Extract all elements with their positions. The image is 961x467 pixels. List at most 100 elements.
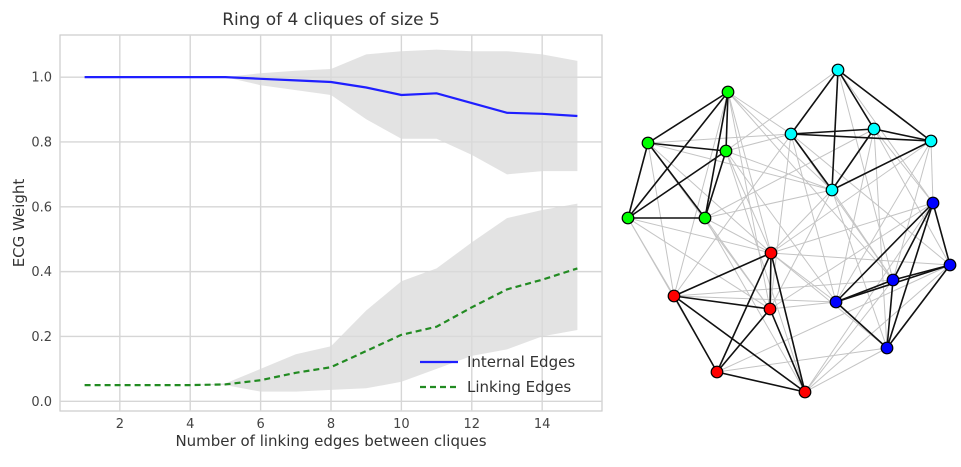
intra-edge — [647, 142, 727, 152]
inter-edge — [769, 189, 833, 310]
inter-edge — [725, 69, 839, 152]
intra-edge — [831, 128, 875, 191]
inter-edge — [725, 133, 792, 152]
intra-edge — [932, 202, 951, 266]
inter-edge — [835, 140, 932, 303]
chart-title: Ring of 4 cliques of size 5 — [222, 10, 440, 30]
series-lines — [84, 75, 578, 387]
x-tick-label: 14 — [534, 417, 551, 432]
graph-node — [867, 122, 881, 136]
y-tick-label: 0.2 — [31, 330, 52, 345]
x-tick-label: 2 — [116, 417, 124, 432]
inter-edge — [770, 252, 888, 349]
intra-edge — [835, 301, 888, 349]
inter-edge — [647, 142, 772, 254]
inter-edge — [770, 252, 837, 303]
intra-edge — [627, 91, 729, 219]
inter-edge — [770, 252, 951, 266]
inter-edge — [704, 128, 875, 219]
inter-edge — [873, 128, 951, 266]
inter-edge — [727, 91, 772, 254]
y-tick-label: 0.0 — [31, 395, 52, 410]
graph-node — [943, 258, 957, 272]
intra-edge — [790, 133, 833, 191]
graph-node — [719, 144, 733, 158]
graph-node — [831, 63, 845, 77]
series-line-linking — [84, 267, 578, 387]
intra-edge — [716, 252, 772, 373]
intra-edge — [673, 295, 771, 310]
graph-node — [926, 196, 940, 210]
graph-node — [825, 183, 839, 197]
graph-node — [667, 289, 681, 303]
confidence-bands — [84, 49, 578, 392]
x-tick-label: 6 — [256, 417, 264, 432]
intra-edge — [835, 202, 934, 303]
confidence-band-linking — [84, 203, 578, 392]
inter-edge — [837, 69, 894, 281]
inter-edge — [704, 217, 806, 393]
graph-node — [698, 211, 712, 225]
graph-node — [886, 273, 900, 287]
inter-edge — [769, 301, 837, 310]
legend-label-linking: Linking Edges — [467, 378, 571, 396]
graph-node — [764, 246, 778, 260]
inter-edge — [769, 202, 934, 310]
legend: Internal Edges Linking Edges — [420, 353, 575, 396]
inter-edge — [704, 189, 833, 219]
intra-edge — [873, 128, 932, 142]
inter-edge — [804, 279, 894, 393]
intra-edge — [716, 371, 806, 393]
inter-edge — [770, 202, 934, 254]
inter-edge — [716, 347, 888, 373]
intra-edge — [673, 295, 718, 373]
confidence-band-internal — [84, 49, 578, 175]
graph-node — [721, 85, 735, 99]
inter-edge — [873, 128, 888, 349]
graph-node — [621, 211, 635, 225]
inter-edge — [673, 279, 894, 297]
inter-edge — [727, 91, 771, 310]
intra-edge — [770, 252, 806, 393]
inter-edge — [930, 140, 934, 204]
intra-edge — [725, 91, 729, 152]
intra-edge — [627, 142, 649, 219]
inter-edge — [770, 140, 932, 254]
series-line-internal — [84, 75, 578, 118]
x-tick-label: 4 — [186, 417, 194, 432]
inter-edge — [804, 264, 951, 393]
y-tick-label: 0.8 — [31, 135, 52, 150]
intra-edge — [790, 128, 875, 135]
y-tick-label: 1.0 — [31, 71, 52, 86]
y-tick-label: 0.4 — [31, 265, 52, 280]
intra-edge — [831, 69, 839, 191]
inter-edge — [627, 217, 772, 254]
graph-node — [641, 136, 655, 150]
x-tick-label: 10 — [393, 417, 410, 432]
graph-node — [710, 365, 724, 379]
inter-edge — [704, 217, 772, 254]
intra-edge — [892, 202, 934, 281]
intra-edge — [769, 252, 772, 310]
inter-edge — [804, 202, 934, 393]
inter-edge — [627, 217, 771, 310]
inter-edge — [770, 189, 833, 254]
x-axis-label: Number of linking edges between cliques — [175, 432, 486, 450]
intra-edge — [716, 308, 771, 373]
inter-edge — [727, 91, 792, 135]
graph-node — [798, 385, 812, 399]
intra-edge — [886, 264, 951, 349]
inter-edge — [790, 133, 837, 303]
graph-nodes — [621, 63, 957, 399]
inter-edge — [835, 128, 875, 303]
intra-edge — [627, 150, 727, 219]
intra-edge — [886, 279, 894, 349]
intra-edge — [673, 295, 806, 393]
graph-node — [784, 127, 798, 141]
inter-edge — [725, 150, 806, 393]
graph-node — [880, 341, 894, 355]
network-graph — [621, 63, 957, 399]
intra-edge — [769, 308, 806, 393]
inter-edge — [727, 91, 894, 281]
